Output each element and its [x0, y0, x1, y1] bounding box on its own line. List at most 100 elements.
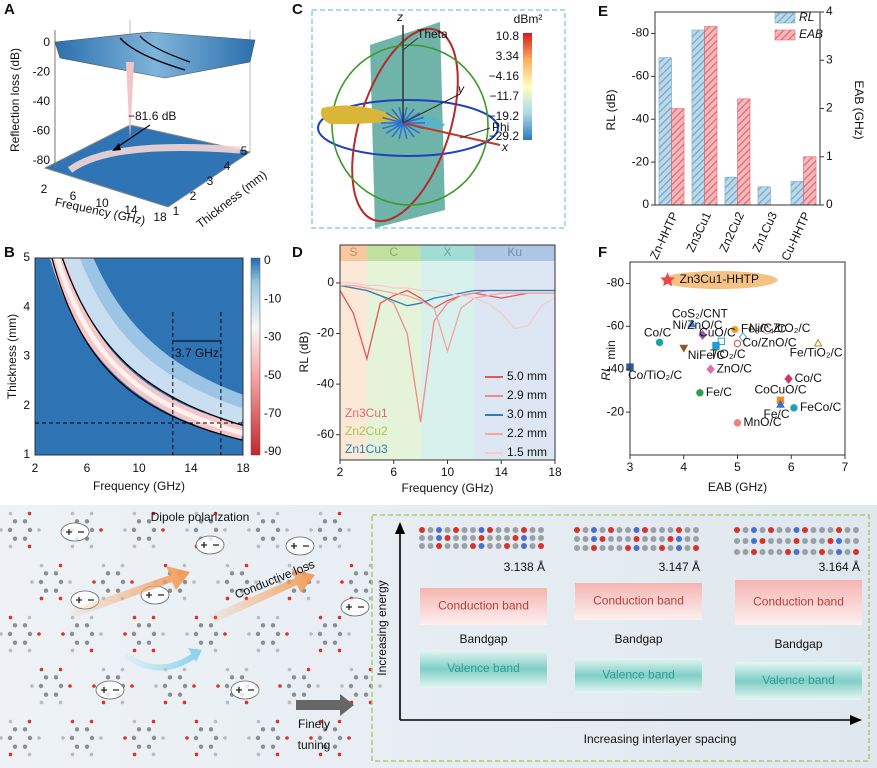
atom	[378, 580, 382, 584]
atom	[487, 535, 493, 541]
x-tick-label: Cu-HHTP	[778, 210, 813, 263]
point-label: ZrO₂/C	[773, 321, 811, 335]
atom	[208, 519, 214, 524]
atom	[182, 683, 188, 689]
atom	[132, 544, 137, 549]
atom	[182, 667, 187, 672]
atom	[275, 719, 280, 724]
conduction-band	[420, 588, 547, 625]
atom	[8, 615, 13, 620]
atom	[538, 535, 544, 541]
point-label: Co/TiO₂/C	[628, 368, 683, 382]
atom	[363, 692, 369, 697]
atom	[461, 527, 468, 533]
atom	[667, 527, 674, 533]
spike	[391, 108, 404, 124]
label: Theta	[417, 27, 448, 41]
atom	[58, 596, 63, 601]
atom	[132, 719, 137, 724]
point	[712, 341, 720, 350]
arrow	[210, 569, 315, 623]
axis-x	[402, 122, 501, 146]
atom	[8, 544, 13, 549]
x-tick-label: 2	[337, 465, 344, 479]
atom	[810, 549, 817, 555]
atom	[802, 527, 808, 533]
atom	[198, 727, 204, 732]
atom	[115, 675, 121, 680]
map-band	[60, 258, 243, 427]
atom	[306, 563, 311, 568]
atom	[208, 640, 214, 645]
line	[339, 284, 555, 307]
spike	[398, 122, 404, 139]
legend-label: 1.5 mm	[507, 445, 547, 459]
valence-band	[575, 658, 702, 693]
y-tick-label: -60	[607, 319, 625, 333]
y-tick-label: -20	[607, 404, 625, 418]
atom	[151, 511, 156, 516]
panel-letter: D	[292, 244, 303, 261]
atom	[270, 536, 276, 541]
atom	[625, 545, 631, 551]
atom	[574, 545, 580, 551]
atom	[650, 545, 657, 551]
atom	[529, 543, 536, 549]
atom	[132, 752, 137, 757]
x-tick-label: 6	[70, 189, 77, 203]
atom	[213, 648, 218, 653]
atom	[120, 700, 125, 705]
y-tick-label: 3	[23, 349, 30, 363]
atom	[504, 535, 510, 541]
atom	[582, 527, 589, 533]
atom	[734, 527, 740, 533]
spike	[402, 122, 408, 139]
bar	[757, 186, 771, 206]
atom	[194, 752, 199, 757]
atom	[229, 675, 235, 680]
atom	[287, 700, 292, 705]
material-label: Zn2Cu2	[345, 424, 388, 438]
label: 3.138 Å	[504, 559, 545, 574]
atom	[659, 536, 665, 542]
atom	[512, 527, 519, 533]
atom	[99, 632, 103, 636]
atom	[244, 579, 250, 585]
atom	[322, 519, 328, 524]
atom	[318, 544, 323, 549]
atom	[161, 736, 165, 740]
atom	[182, 579, 188, 585]
atom	[260, 519, 266, 524]
atom	[768, 527, 774, 533]
valence-band	[735, 662, 862, 700]
atom	[151, 527, 157, 533]
atom	[836, 549, 842, 555]
label: Conduction band	[753, 595, 844, 609]
atom	[270, 727, 276, 732]
y-axis-label-sub: min	[604, 340, 618, 359]
atom	[599, 536, 606, 542]
panel-letter: F	[598, 244, 607, 261]
atom	[742, 549, 749, 555]
atom	[751, 538, 757, 544]
atom	[177, 588, 183, 593]
surface-curve	[139, 35, 191, 63]
point-label: CoS₂/CNT	[672, 306, 729, 320]
atom	[819, 538, 825, 544]
atom	[247, 528, 251, 532]
atom	[213, 527, 219, 533]
atom	[8, 511, 13, 516]
label: Finely	[298, 717, 330, 731]
atom	[427, 527, 434, 533]
atom	[574, 536, 580, 542]
atom	[162, 683, 168, 689]
dipole-sign	[291, 543, 309, 549]
atom	[574, 527, 580, 533]
atom	[453, 535, 459, 541]
atom	[22, 640, 28, 645]
point-label: Ni/ZnO/C	[673, 318, 723, 332]
spike	[391, 122, 404, 138]
atom	[213, 631, 219, 637]
atom	[256, 511, 261, 516]
